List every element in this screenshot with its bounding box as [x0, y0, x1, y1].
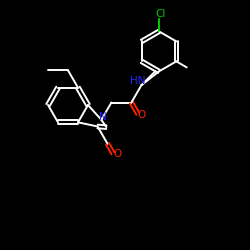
- Text: O: O: [113, 149, 121, 159]
- Text: O: O: [138, 110, 146, 120]
- Text: N: N: [98, 112, 106, 122]
- Text: Cl: Cl: [156, 10, 166, 20]
- Text: HN: HN: [130, 76, 145, 86]
